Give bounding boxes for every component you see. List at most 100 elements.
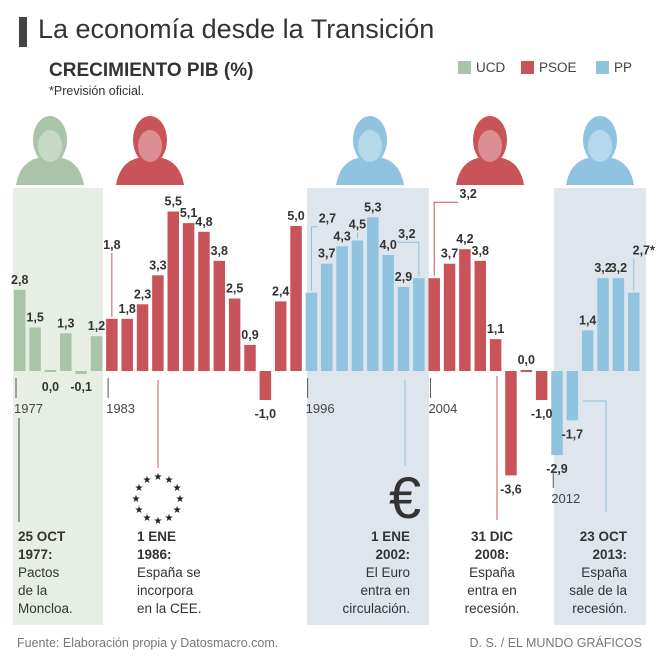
event-text: entra en [360, 583, 410, 598]
source-note: Fuente: Elaboración propia y Datosmacro.… [17, 636, 279, 650]
eu-star: ★ [134, 505, 143, 516]
bar-1992 [244, 344, 256, 371]
event-2002: 1 ENE 2002: El Euro entra en circulación. [342, 528, 410, 618]
data-label-2000: 5,3 [364, 200, 381, 214]
bar-2006 [459, 249, 471, 371]
bar-1993 [259, 371, 272, 400]
event-year: 2002: [375, 547, 410, 562]
data-label-1981: -0,1 [70, 380, 92, 394]
data-label-2017: 2,7* [633, 244, 655, 258]
label-leader [433, 201, 459, 277]
event-text: España [581, 565, 627, 580]
bar-1981 [75, 371, 87, 374]
event-date: 1 ENE [370, 529, 410, 544]
bar-1995 [290, 226, 302, 371]
bar-1985 [136, 304, 149, 371]
face [588, 130, 612, 162]
face [358, 130, 382, 162]
data-label-2013: -1,7 [562, 427, 584, 441]
bar-2014 [581, 330, 594, 371]
face [478, 130, 502, 162]
shoulders [16, 158, 84, 185]
eu-star: ★ [165, 475, 174, 486]
eu-star: ★ [134, 483, 143, 494]
event-text: entra en [467, 583, 517, 598]
year-label-1977: 1977 [14, 401, 43, 416]
bar-2004 [428, 278, 440, 371]
event-text: Pactos [18, 565, 60, 580]
event-text: de la [18, 583, 48, 598]
eu-star: ★ [143, 513, 152, 524]
bar-2007 [474, 260, 486, 371]
data-label-2016: 3,2 [610, 261, 627, 275]
bar-2015 [597, 278, 609, 371]
event-line-2013 [583, 400, 607, 512]
bar-2017 [628, 292, 640, 371]
shoulders [336, 158, 404, 185]
event-text: circulación. [342, 601, 410, 616]
bar-1998 [336, 246, 348, 371]
eu-star: ★ [154, 472, 163, 483]
bar-1999 [351, 240, 364, 371]
title-marker [19, 17, 27, 47]
eu-star: ★ [173, 505, 182, 516]
event-text: recesión. [572, 601, 627, 616]
legend-label: PSOE [539, 60, 577, 75]
data-label-2010: 0,0 [518, 353, 535, 367]
portrait-3 [456, 116, 524, 185]
data-label-1991: 2,5 [226, 282, 243, 296]
year-label-1983: 1983 [106, 401, 135, 416]
data-label-1989: 4,8 [195, 215, 212, 229]
event-1977: 25 OCT 1977: Pactos de la Moncloa. [18, 528, 73, 618]
bar-1984 [121, 318, 133, 371]
data-label-1998: 4,3 [333, 229, 350, 243]
head [133, 116, 167, 164]
data-label-2015: 3,2 [594, 261, 611, 275]
data-label-1984: 1,8 [119, 302, 136, 316]
bar-2013 [566, 371, 579, 421]
bar-1977 [14, 289, 26, 371]
head [473, 116, 507, 164]
bar-1978 [29, 327, 41, 371]
legend-label: UCD [476, 60, 506, 75]
data-label-1994: 2,4 [272, 284, 289, 298]
portrait-0 [16, 116, 84, 185]
legend-swatch [596, 61, 609, 74]
event-year: 1986: [137, 547, 172, 562]
event-text: sale de la [569, 583, 627, 598]
bar-2001 [382, 255, 394, 371]
event-year: 1977: [18, 547, 53, 562]
label-leader [396, 241, 420, 277]
event-year: 2013: [592, 547, 627, 562]
data-label-1995: 5,0 [287, 209, 304, 223]
data-label-1997: 3,7 [318, 247, 335, 261]
bar-1982 [90, 336, 103, 371]
bar-2012 [551, 371, 563, 456]
event-text: España [469, 565, 515, 580]
chart-subtitle: CRECIMIENTO PIB (%) [49, 60, 254, 81]
eu-star: ★ [176, 494, 185, 505]
bar-2008 [489, 339, 502, 371]
legend-swatch [458, 61, 471, 74]
data-label-2005: 3,7 [441, 247, 458, 261]
eu-star: ★ [165, 513, 174, 524]
bar-1990 [213, 260, 226, 371]
bar-1988 [182, 223, 195, 371]
event-date: 31 DIC [470, 529, 514, 544]
event-date: 25 OCT [18, 529, 66, 544]
data-label-2008: 1,1 [487, 322, 504, 336]
bar-1996 [305, 292, 318, 371]
event-text: Moncloa. [18, 601, 73, 616]
face [38, 130, 62, 162]
data-label-2002: 2,9 [395, 270, 412, 284]
bar-1983 [106, 318, 118, 371]
chart-note: *Previsión oficial. [49, 84, 145, 98]
bar-2002 [397, 286, 410, 371]
data-label-1980: 1,3 [57, 316, 74, 330]
bar-1979 [44, 370, 57, 372]
head [583, 116, 617, 164]
credit: D. S. / EL MUNDO GRÁFICOS [469, 636, 642, 650]
data-label-1993: -1,0 [255, 407, 277, 421]
data-label-2001: 4,0 [379, 238, 396, 252]
